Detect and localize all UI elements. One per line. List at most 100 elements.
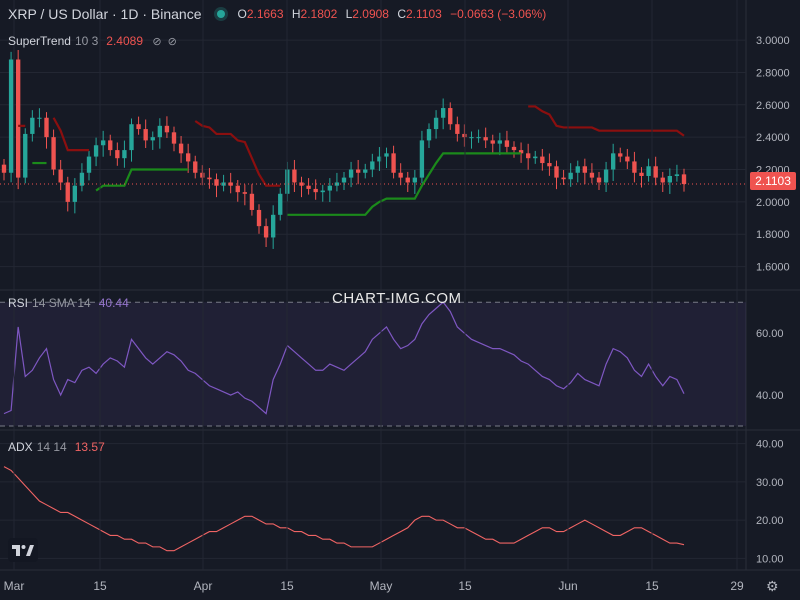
last-price-tag: 2.1103 — [750, 172, 796, 190]
candle-body — [419, 140, 425, 178]
candle-body — [263, 226, 269, 238]
candle-body — [185, 153, 191, 162]
candle-body — [469, 137, 474, 139]
candle-body — [1, 164, 7, 173]
candle-body — [660, 177, 665, 183]
rsi-legend[interactable]: RSI 14 SMA 14 40.44 — [8, 296, 129, 310]
supertrend-legend[interactable]: SuperTrend 10 3 2.4089 ⊘ ⊘ — [8, 34, 177, 48]
candle-body — [136, 124, 141, 130]
time-tick-label: Jun — [558, 579, 577, 593]
candle-body — [412, 177, 418, 183]
supertrend-line — [528, 105, 685, 137]
candle-body — [610, 153, 616, 170]
candle-body — [596, 177, 602, 183]
rsi-tick-label: 60.00 — [756, 328, 784, 340]
candle-body — [348, 169, 354, 178]
candle-body — [674, 174, 680, 176]
candle-body — [483, 137, 488, 141]
candle-body — [79, 172, 85, 186]
adx-line — [3, 466, 685, 552]
adx-tick-label: 20.00 — [756, 515, 784, 527]
low-value: 2.0908 — [352, 7, 389, 21]
adx-tick-label: 30.00 — [756, 477, 784, 489]
high-value: 2.1802 — [300, 7, 338, 21]
time-tick-label: 15 — [280, 579, 294, 593]
candle-body — [242, 192, 248, 194]
candle-body — [115, 150, 120, 159]
candle-body — [391, 153, 396, 173]
candle-body — [561, 177, 566, 180]
candle-body — [448, 108, 453, 125]
candle-body — [256, 209, 262, 227]
candle-body — [164, 125, 170, 133]
adx-legend[interactable]: ADX 14 14 13.57 — [8, 440, 105, 454]
candle-body — [681, 174, 687, 185]
adx-value: 13.57 — [74, 440, 105, 454]
candle-body — [327, 185, 333, 191]
time-tick-label: 15 — [458, 579, 472, 593]
price-tick-label: 2.8000 — [756, 67, 790, 79]
candle-body — [122, 150, 127, 159]
candle-body — [504, 140, 510, 147]
candle-body — [8, 59, 14, 173]
tradingview-logo-icon[interactable] — [8, 538, 38, 562]
candle-body — [589, 172, 595, 178]
candle-body — [476, 137, 481, 139]
candle-body — [370, 161, 375, 170]
price-tick-label: 1.6000 — [756, 262, 790, 274]
supertrend-value: 2.4089 — [106, 34, 143, 48]
candle-body — [632, 161, 637, 173]
candle-body — [582, 166, 588, 173]
candle-body — [299, 182, 304, 186]
adx-params: 14 14 — [36, 440, 67, 454]
candle-body — [462, 133, 467, 138]
settings-icon[interactable]: ⚙ — [766, 578, 779, 594]
rsi-name: RSI — [8, 296, 29, 310]
candle-body — [249, 193, 255, 210]
time-tick-label: 15 — [93, 579, 107, 593]
candle-body — [426, 129, 432, 141]
high-label: H — [291, 7, 301, 21]
rsi-params: 14 SMA 14 — [32, 296, 91, 310]
candle-body — [440, 108, 446, 118]
candle-body — [511, 146, 517, 151]
candle-body — [143, 129, 148, 141]
candle-body — [15, 59, 21, 178]
hide-icon[interactable]: ⊘ — [167, 36, 177, 48]
candle-body — [214, 179, 219, 186]
watermark: CHART-IMG.COM — [332, 290, 462, 307]
time-tick-label: 15 — [645, 579, 659, 593]
candle-body — [363, 169, 368, 173]
candle-body — [497, 140, 503, 144]
chart-header: XRP / US Dollar · 1D · Binance O2.1663 H… — [8, 6, 551, 22]
candle-body — [193, 161, 198, 173]
candle-body — [129, 124, 134, 151]
symbol-title[interactable]: XRP / US Dollar · 1D · Binance — [8, 6, 202, 22]
candle-body — [625, 156, 630, 162]
candle-body — [554, 166, 559, 178]
candle-body — [23, 133, 28, 178]
adx-name: ADX — [8, 440, 33, 454]
candle-body — [667, 175, 673, 183]
candle-body — [653, 166, 658, 178]
time-tick-label: May — [370, 579, 393, 593]
candle-body — [398, 172, 403, 178]
candle-body — [30, 117, 35, 134]
candle-body — [37, 117, 42, 119]
candle-body — [100, 140, 106, 146]
candle-body — [65, 182, 70, 202]
candle-body — [171, 132, 177, 144]
hide-icon[interactable]: ⊘ — [152, 36, 162, 48]
candle-body — [618, 153, 623, 157]
candle-body — [58, 169, 63, 183]
candle-body — [575, 166, 580, 173]
candle-body — [405, 177, 410, 183]
candle-body — [533, 156, 538, 159]
rsi-band — [0, 302, 746, 426]
close-label: C — [397, 7, 406, 21]
candle-body — [278, 193, 283, 215]
time-tick-label: Apr — [194, 579, 213, 593]
rsi-line — [3, 301, 685, 415]
